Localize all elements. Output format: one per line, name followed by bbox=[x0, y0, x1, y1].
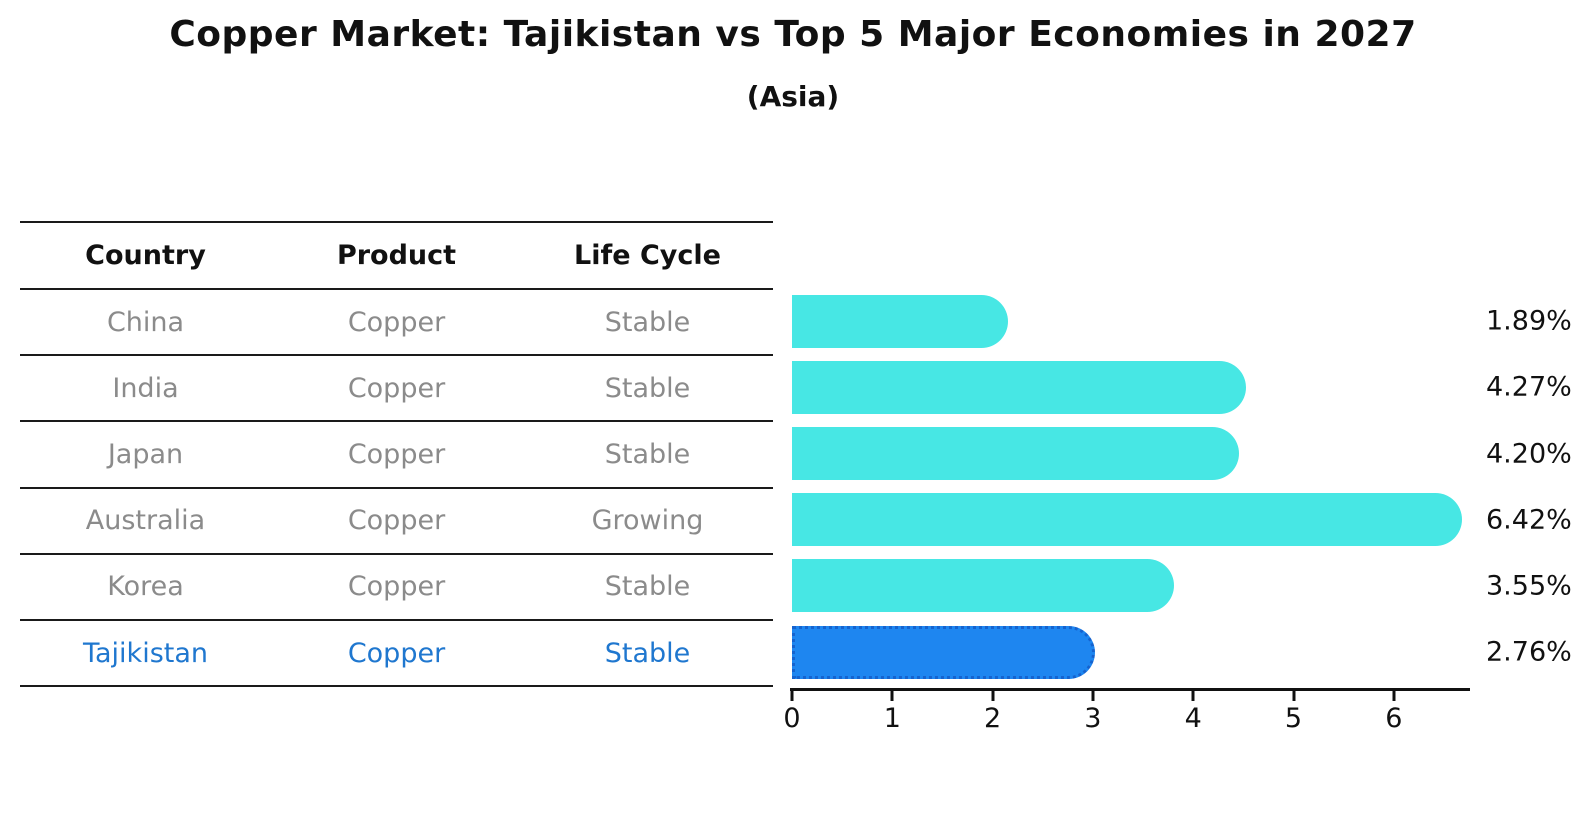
bar-korea bbox=[792, 559, 1175, 613]
cell-product: Copper bbox=[347, 438, 446, 470]
bar-india bbox=[792, 360, 1247, 414]
cell-product: Copper bbox=[347, 571, 446, 603]
x-axis-tick bbox=[890, 691, 894, 701]
cell-product: Copper bbox=[347, 505, 446, 537]
cell-country: Korea bbox=[107, 571, 184, 603]
value-label-korea: 3.55% bbox=[1486, 570, 1572, 602]
country-table: Country Product Life Cycle China Copper … bbox=[20, 221, 773, 688]
x-axis-tick bbox=[790, 691, 794, 701]
cell-product: Copper bbox=[347, 306, 446, 338]
table-row: China Copper Stable bbox=[20, 288, 773, 354]
table-row: India Copper Stable bbox=[20, 354, 773, 420]
cell-life-cycle: Stable bbox=[604, 438, 691, 470]
value-label-china: 1.89% bbox=[1486, 305, 1572, 337]
cell-product: Copper bbox=[347, 372, 446, 404]
x-axis-tick bbox=[1091, 691, 1095, 701]
bar-australia bbox=[792, 493, 1462, 547]
table-header-row: Country Product Life Cycle bbox=[20, 221, 773, 288]
cell-life-cycle: Stable bbox=[604, 571, 691, 603]
chart-subtitle: (Asia) bbox=[746, 80, 840, 113]
cell-life-cycle: Stable bbox=[604, 306, 691, 338]
x-axis-tick bbox=[991, 691, 995, 701]
x-axis-tick bbox=[1191, 691, 1195, 701]
value-label-japan: 4.20% bbox=[1486, 438, 1572, 469]
x-axis-tick-label: 3 bbox=[1084, 703, 1102, 734]
cell-life-cycle: Stable bbox=[604, 637, 691, 669]
column-header-country: Country bbox=[85, 240, 206, 271]
cell-life-cycle: Growing bbox=[591, 505, 704, 537]
table-row: Japan Copper Stable bbox=[20, 420, 773, 486]
cell-product: Copper bbox=[347, 637, 446, 669]
bar-tajikistan bbox=[792, 625, 1095, 679]
x-axis-tick-label: 2 bbox=[984, 703, 1002, 734]
cell-country: Tajikistan bbox=[82, 637, 209, 669]
x-axis-tick bbox=[1392, 691, 1396, 701]
bar-japan bbox=[792, 427, 1240, 480]
column-header-life-cycle: Life Cycle bbox=[574, 240, 721, 271]
value-label-india: 4.27% bbox=[1486, 371, 1572, 403]
table-row: Tajikistan Copper Stable bbox=[20, 618, 773, 685]
x-axis-line bbox=[790, 688, 1470, 691]
table-row: Australia Copper Growing bbox=[20, 486, 773, 553]
cell-country: India bbox=[112, 372, 179, 404]
x-axis-tick-label: 1 bbox=[883, 703, 901, 734]
bar-china bbox=[792, 294, 1008, 348]
value-label-tajikistan: 2.76% bbox=[1486, 636, 1572, 668]
x-axis-tick-label: 5 bbox=[1284, 703, 1303, 734]
chart-title: Copper Market: Tajikistan vs Top 5 Major… bbox=[169, 14, 1417, 55]
table-row: Korea Copper Stable bbox=[20, 552, 773, 619]
x-axis-tick-label: 4 bbox=[1184, 703, 1202, 734]
cell-life-cycle: Stable bbox=[604, 372, 691, 404]
x-axis-tick-label: 6 bbox=[1385, 703, 1403, 734]
cell-country: Australia bbox=[85, 505, 206, 537]
cell-country: Japan bbox=[107, 438, 184, 470]
column-header-product: Product bbox=[336, 240, 457, 271]
x-axis-tick bbox=[1292, 691, 1295, 701]
cell-country: China bbox=[106, 306, 185, 338]
x-axis-tick-label: 0 bbox=[783, 703, 801, 734]
value-label-australia: 6.42% bbox=[1486, 504, 1572, 536]
